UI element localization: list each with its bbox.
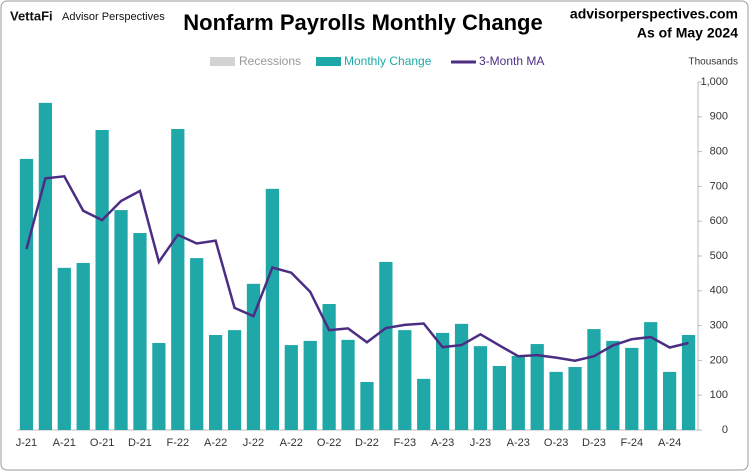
y-tick-label: 900 xyxy=(710,111,728,123)
bar xyxy=(76,262,90,430)
x-tick-label: A-24 xyxy=(658,437,681,449)
bar xyxy=(511,355,525,430)
x-tick-label: A-21 xyxy=(53,437,76,449)
bar xyxy=(57,267,71,430)
bar xyxy=(171,128,185,431)
x-tick-label: A-22 xyxy=(280,437,303,449)
bar xyxy=(625,347,639,430)
y-tick-label: 300 xyxy=(710,320,728,332)
bar xyxy=(114,210,128,430)
bar xyxy=(360,381,374,430)
bar xyxy=(398,330,412,430)
ma-line xyxy=(25,174,689,363)
y-tick-label: 500 xyxy=(710,250,728,262)
bar xyxy=(38,102,52,430)
bar xyxy=(95,130,109,431)
y-axis-label: Thousands xyxy=(689,57,738,68)
x-tick-label: D-21 xyxy=(128,437,152,449)
x-tick-label: F-23 xyxy=(393,437,416,449)
y-tick-label: 100 xyxy=(710,389,728,401)
bar xyxy=(473,346,488,430)
bar xyxy=(227,330,242,430)
logo: VettaFi xyxy=(10,8,53,23)
bar xyxy=(644,322,658,430)
bar xyxy=(587,329,601,430)
legend-label: 3-Month MA xyxy=(479,54,544,68)
legend-swatch xyxy=(316,57,341,66)
legend-label: Recessions xyxy=(239,54,301,68)
bar xyxy=(417,378,431,430)
y-tick-label: 0 xyxy=(722,424,728,436)
x-tick-label: D-22 xyxy=(355,437,379,449)
site: advisorperspectives.com xyxy=(570,6,738,22)
legend-label: Monthly Change xyxy=(344,54,432,68)
bar xyxy=(246,283,261,430)
x-tick-label: O-22 xyxy=(317,437,341,449)
x-tick-label: J-21 xyxy=(16,437,37,449)
bar xyxy=(681,334,696,430)
x-tick-label: A-22 xyxy=(204,437,227,449)
bar xyxy=(530,344,544,430)
x-tick-label: A-23 xyxy=(431,437,454,449)
x-tick-label: D-23 xyxy=(582,437,606,449)
x-tick-label: J-23 xyxy=(470,437,491,449)
bar xyxy=(341,339,355,430)
chart-title: Nonfarm Payrolls Monthly Change xyxy=(183,10,542,35)
bar xyxy=(663,371,677,430)
bar xyxy=(133,233,147,430)
y-tick-label: 800 xyxy=(710,146,728,158)
y-tick-label: 1,000 xyxy=(700,76,728,88)
x-tick-label: F-24 xyxy=(620,437,643,449)
bar xyxy=(454,323,469,430)
bar xyxy=(265,188,279,430)
bar xyxy=(284,345,298,430)
y-tick-label: 400 xyxy=(710,285,728,297)
bar xyxy=(19,158,34,430)
bar xyxy=(379,261,393,430)
bar xyxy=(549,371,563,430)
x-tick-label: J-22 xyxy=(243,437,264,449)
bar xyxy=(436,332,450,430)
y-tick-label: 200 xyxy=(710,354,728,366)
bar xyxy=(492,365,506,430)
bar xyxy=(209,334,223,430)
x-tick-label: A-23 xyxy=(507,437,530,449)
bar xyxy=(190,258,204,430)
y-tick-label: 600 xyxy=(710,215,728,227)
x-tick-label: O-23 xyxy=(544,437,568,449)
bar xyxy=(606,340,620,430)
as-of: As of May 2024 xyxy=(637,25,738,41)
x-tick-label: F-22 xyxy=(166,437,189,449)
bar xyxy=(152,343,166,430)
y-tick-label: 700 xyxy=(710,180,728,192)
bar xyxy=(303,340,317,430)
x-tick-label: O-21 xyxy=(90,437,114,449)
bar xyxy=(322,304,336,430)
brand-name: Advisor Perspectives xyxy=(62,11,165,23)
bar xyxy=(568,367,582,430)
legend-swatch xyxy=(210,57,235,66)
